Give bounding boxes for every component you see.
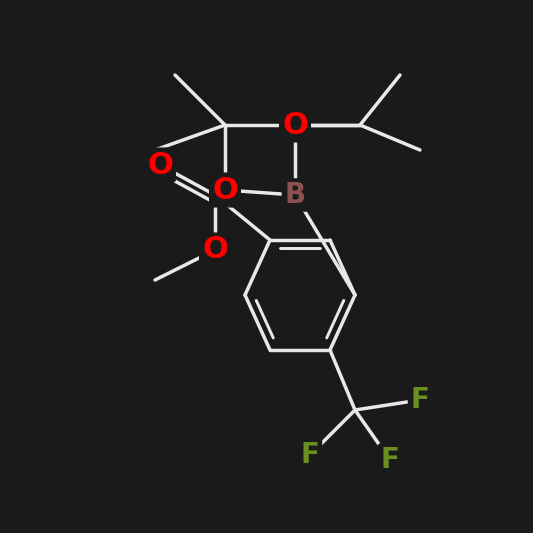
Text: O: O: [147, 150, 173, 180]
Text: B: B: [285, 181, 305, 209]
Text: O: O: [212, 175, 238, 205]
Text: O: O: [282, 110, 308, 140]
Text: F: F: [301, 441, 319, 469]
Text: O: O: [202, 236, 228, 264]
Text: F: F: [381, 446, 399, 474]
Text: F: F: [410, 386, 430, 414]
